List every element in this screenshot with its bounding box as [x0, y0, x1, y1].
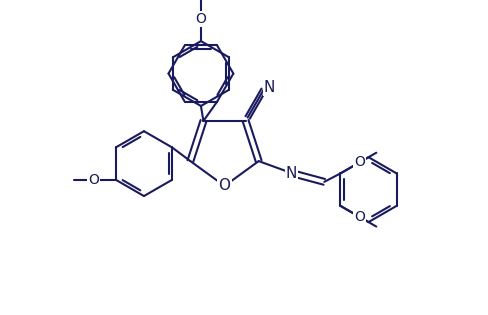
Text: O: O: [218, 178, 230, 193]
Text: O: O: [195, 12, 206, 26]
Text: N: N: [285, 166, 297, 180]
Text: O: O: [88, 173, 99, 187]
Text: N: N: [264, 80, 275, 95]
Text: O: O: [354, 155, 365, 169]
Text: O: O: [354, 210, 365, 224]
